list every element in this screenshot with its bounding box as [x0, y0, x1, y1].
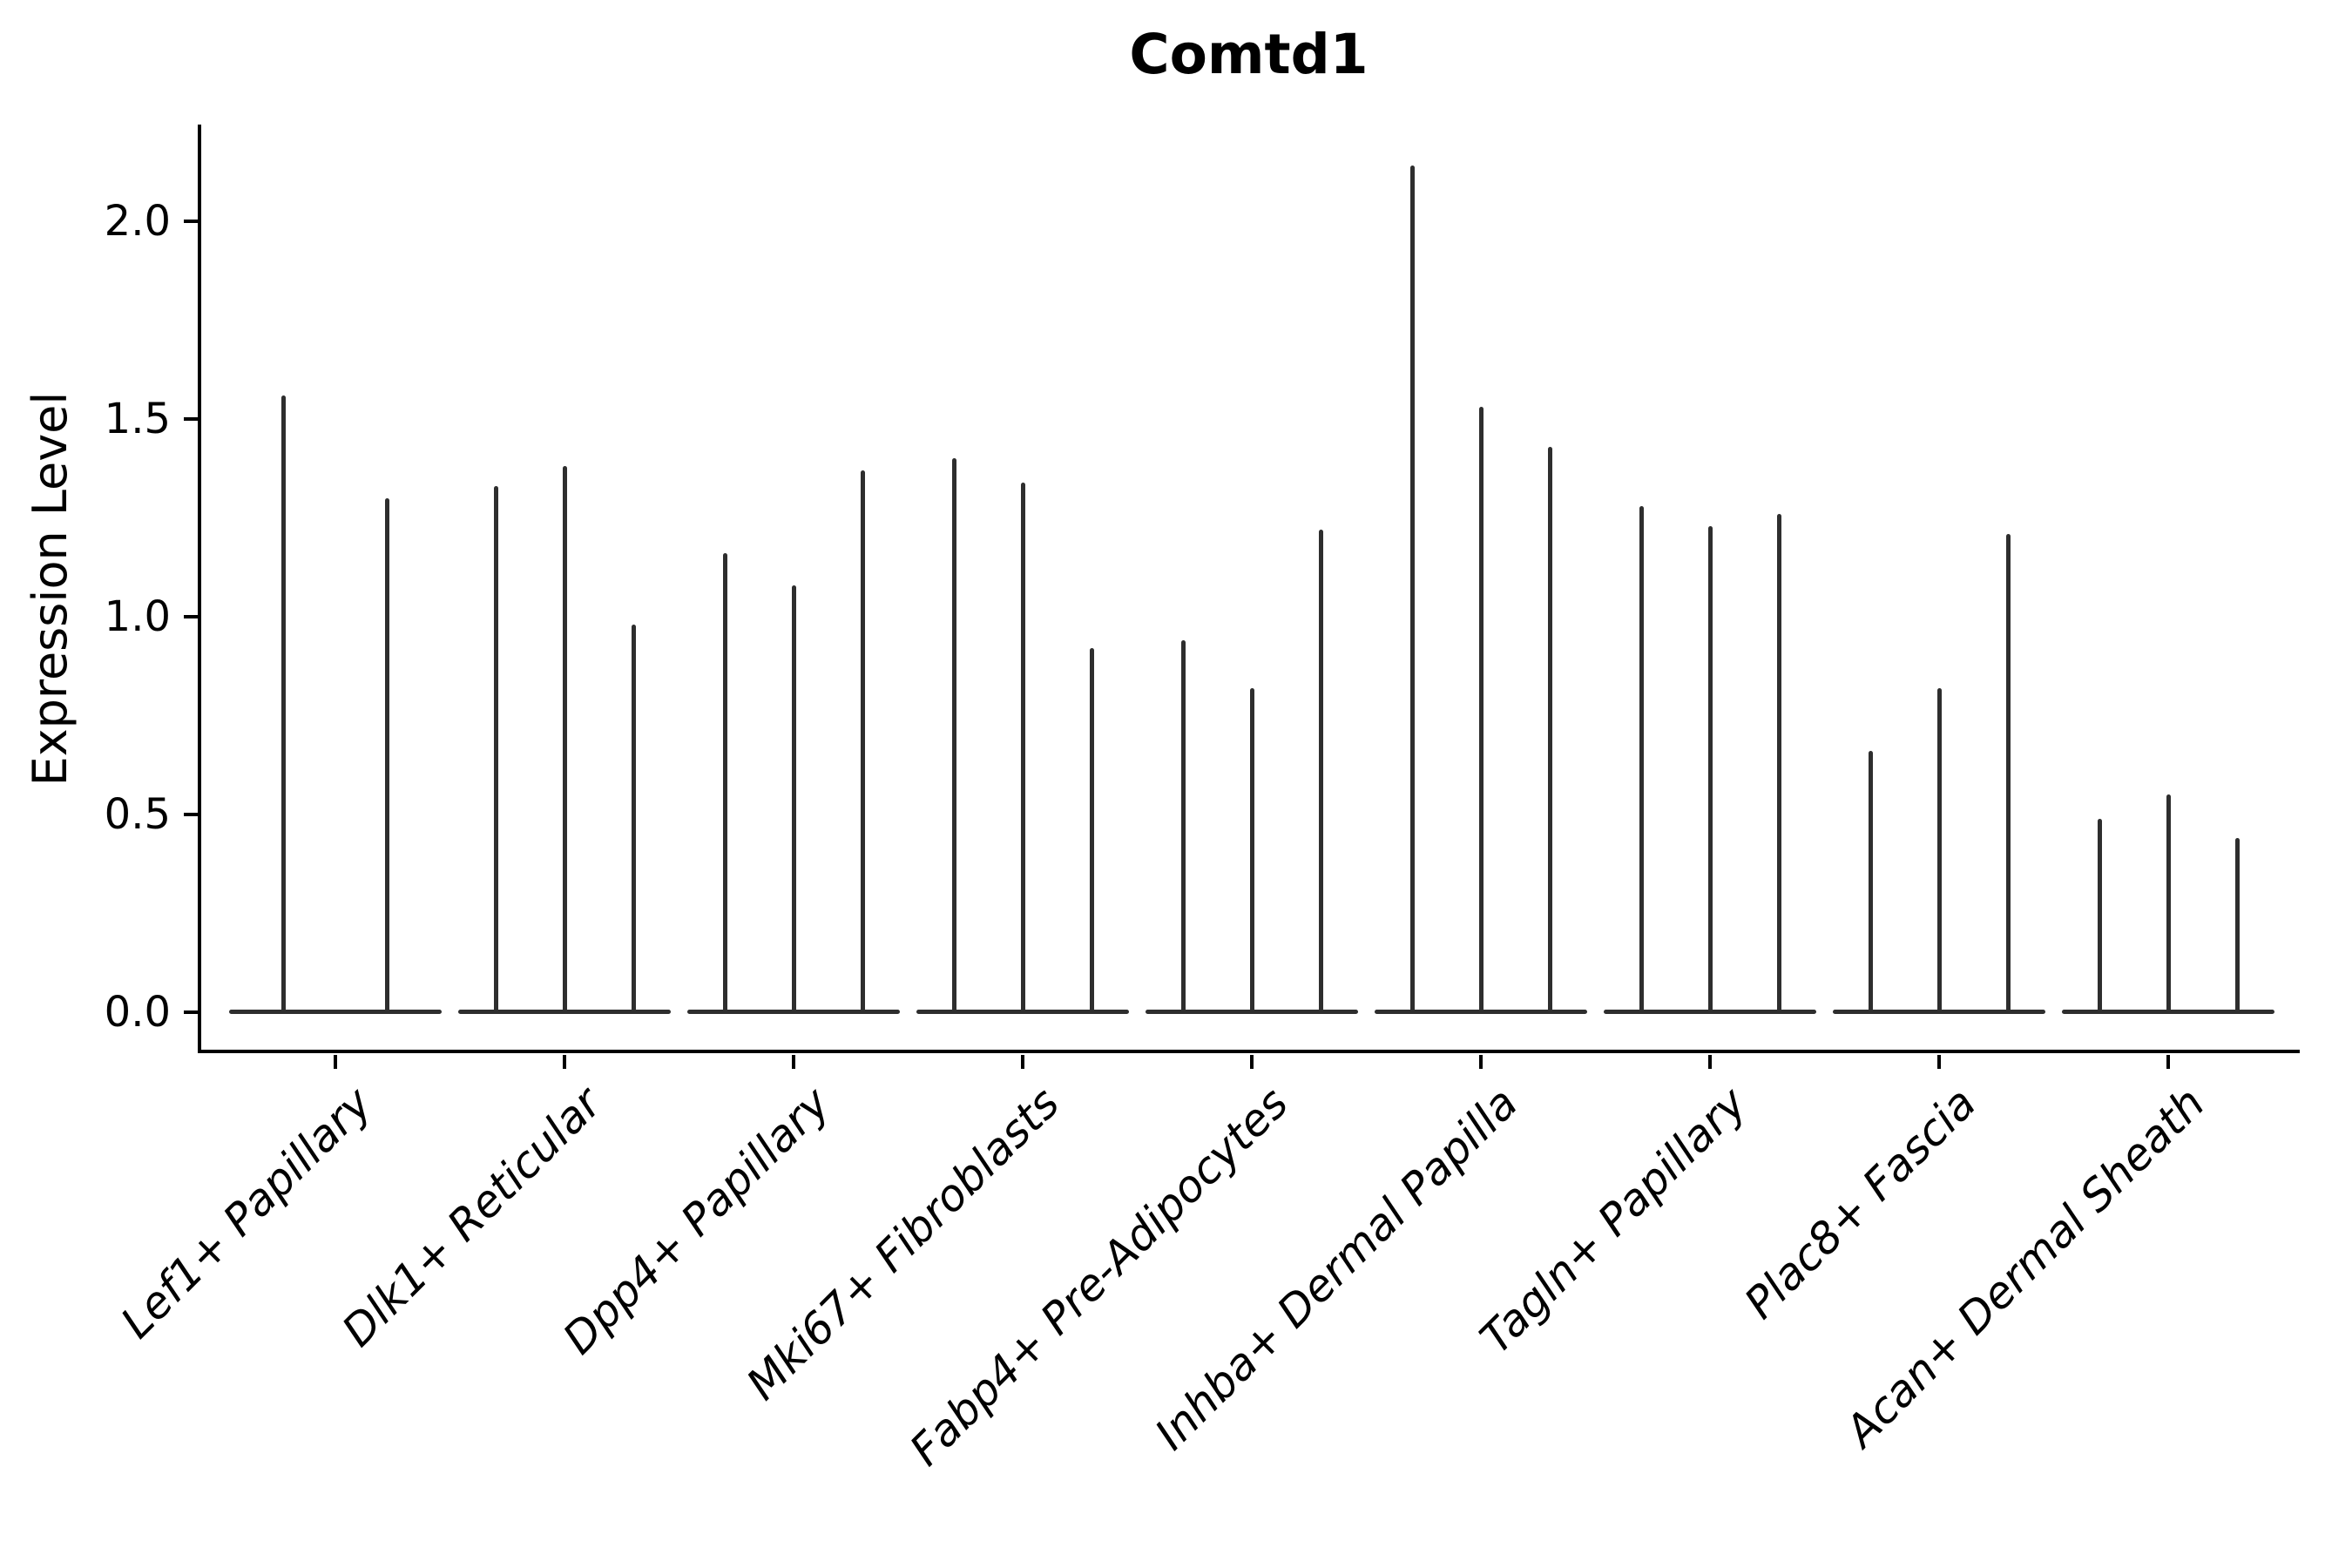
x-tick-mark — [1708, 1055, 1712, 1069]
x-tick-mark — [1250, 1055, 1254, 1069]
plot-area — [198, 125, 2300, 1053]
violin-spike — [1869, 751, 1873, 1012]
y-tick-mark — [184, 615, 198, 618]
x-tick-mark — [1021, 1055, 1024, 1069]
violin-spike — [2166, 794, 2171, 1012]
violin-spike — [723, 553, 727, 1012]
violin-spike — [861, 470, 865, 1012]
violin-spike — [2006, 533, 2011, 1012]
y-tick-label: 2.0 — [104, 197, 171, 246]
violin-spike — [494, 486, 498, 1012]
violin-spike — [281, 395, 286, 1012]
violin-body-baseline — [229, 1010, 442, 1014]
violin-spike — [1479, 407, 1484, 1012]
violin-spike — [1777, 513, 1781, 1012]
x-tick-label: Lef1+ Papillary — [111, 1078, 382, 1348]
y-tick-label: 0.0 — [104, 988, 171, 1037]
violin-spike — [952, 458, 956, 1012]
violin-spike — [1250, 687, 1254, 1012]
y-tick-mark — [184, 813, 198, 816]
violin-spike — [792, 585, 796, 1012]
x-tick-label: Plac8+ Fascia — [1734, 1078, 1986, 1329]
violin-spike — [1021, 482, 1025, 1012]
x-tick-mark — [2166, 1055, 2170, 1069]
y-tick-mark — [184, 1010, 198, 1014]
violin-spike — [1708, 525, 1713, 1012]
violin-spike — [1090, 648, 1094, 1012]
x-tick-mark — [334, 1055, 337, 1069]
violin-spike — [1181, 640, 1186, 1012]
violin-spike — [2098, 818, 2102, 1012]
y-tick-label: 1.0 — [104, 592, 171, 641]
x-tick-mark — [792, 1055, 795, 1069]
x-tick-label: Fabp4+ Pre-Adipocytes — [900, 1078, 1299, 1476]
violin-spike — [1639, 505, 1644, 1012]
violin-spike — [1410, 166, 1415, 1012]
violin-spike — [632, 625, 636, 1012]
violin-spike — [563, 466, 567, 1012]
y-tick-label: 1.5 — [104, 395, 171, 443]
y-tick-mark — [184, 220, 198, 223]
x-tick-mark — [1937, 1055, 1941, 1069]
y-tick-mark — [184, 417, 198, 421]
violin-spike — [1319, 530, 1323, 1012]
x-tick-mark — [1479, 1055, 1483, 1069]
plot-title: Comtd1 — [1129, 23, 1369, 86]
violin-spike — [1937, 687, 1942, 1012]
violin-spike — [1548, 446, 1552, 1012]
violin-spike — [385, 497, 389, 1012]
x-tick-mark — [563, 1055, 566, 1069]
y-tick-label: 0.5 — [104, 790, 171, 839]
violin-spike — [2235, 838, 2240, 1012]
